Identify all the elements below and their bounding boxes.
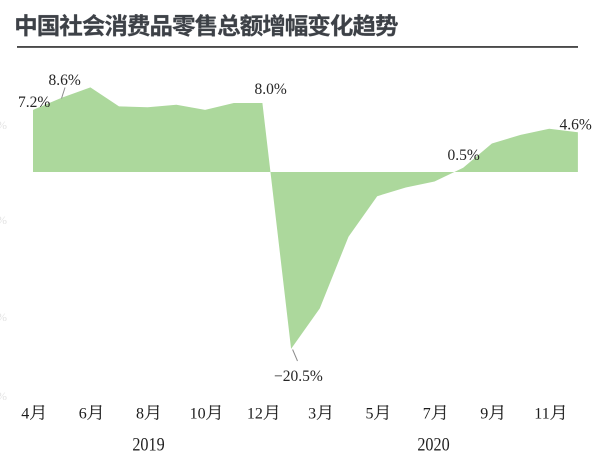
svg-text:-15%: -15% — [0, 310, 7, 324]
svg-text:-25%: -25% — [0, 389, 7, 403]
svg-text:11: 11 — [534, 406, 549, 423]
svg-text:3: 3 — [308, 406, 316, 423]
svg-text:9: 9 — [480, 406, 488, 423]
svg-text:2019: 2019 — [132, 433, 164, 455]
svg-text:2020: 2020 — [417, 433, 449, 455]
svg-text:8.0%: 8.0% — [255, 81, 287, 98]
svg-text:5%: 5% — [0, 118, 7, 132]
svg-text:−20.5%: −20.5% — [274, 368, 323, 385]
svg-text:7.2%: 7.2% — [18, 94, 50, 111]
svg-text:5: 5 — [366, 406, 374, 423]
svg-text:6: 6 — [79, 406, 87, 423]
svg-text:-5%: -5% — [0, 213, 7, 227]
svg-text:8: 8 — [136, 406, 144, 423]
svg-text:12: 12 — [247, 406, 263, 423]
svg-text:4.6%: 4.6% — [560, 117, 592, 134]
svg-text:0.5%: 0.5% — [448, 147, 480, 164]
svg-text:8.6%: 8.6% — [49, 72, 81, 89]
svg-text:7: 7 — [423, 406, 431, 423]
svg-text:10: 10 — [190, 406, 206, 423]
svg-text:4: 4 — [21, 406, 29, 423]
